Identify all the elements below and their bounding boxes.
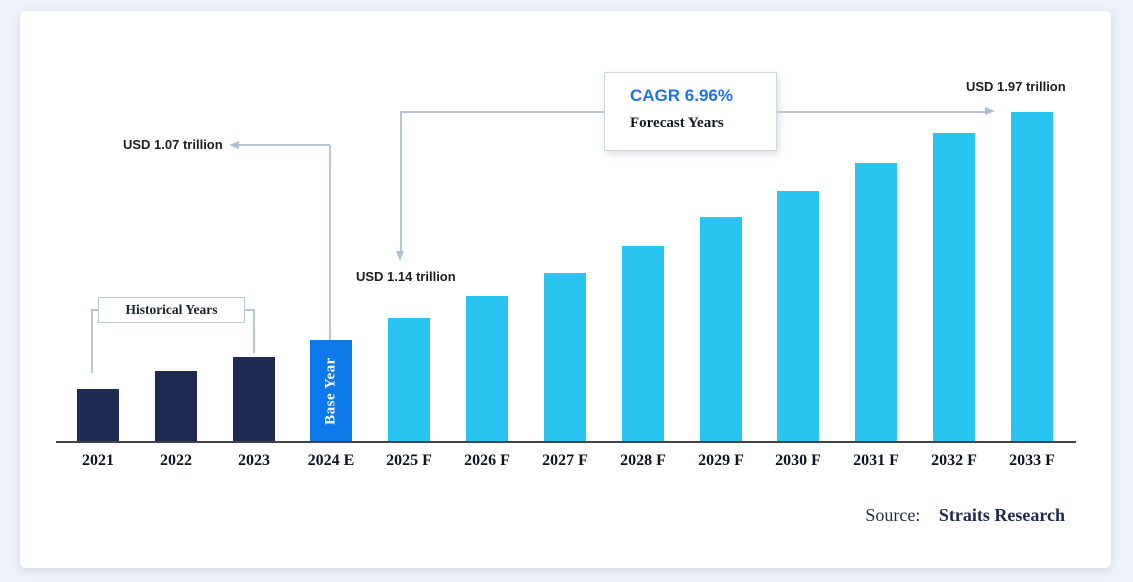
- x-axis-label-2028-f: 2028 F: [620, 452, 666, 469]
- base-year-label: Base Year: [322, 356, 339, 425]
- bar-2029-f: [700, 217, 742, 441]
- x-axis-label-2021: 2021: [82, 452, 114, 469]
- bar-2033-f: [1011, 112, 1053, 441]
- bar-2027-f: [544, 273, 586, 441]
- historical-years-label: Historical Years: [125, 302, 218, 317]
- cagr-box: CAGR 6.96% Forecast Years: [604, 72, 777, 151]
- bar-2021: [77, 389, 119, 441]
- x-axis-label-2027-f: 2027 F: [542, 452, 588, 469]
- bar-2030-f: [777, 191, 819, 441]
- x-axis-label-2032-f: 2032 F: [931, 452, 977, 469]
- historical-bracket-left-vertical: [91, 309, 93, 373]
- bar-2026-f: [466, 296, 508, 441]
- x-axis-label-2033-f: 2033 F: [1009, 452, 1055, 469]
- historical-bracket-left-horizontal: [91, 309, 98, 311]
- x-axis-label-2025-f: 2025 F: [386, 452, 432, 469]
- historical-years-box: Historical Years: [98, 297, 245, 323]
- base-year-connector-horizontal: [238, 144, 330, 146]
- x-axis-label-2030-f: 2030 F: [775, 452, 821, 469]
- x-axis-line: [56, 441, 1076, 443]
- x-axis-label-2029-f: 2029 F: [698, 452, 744, 469]
- base-year-connector-vertical: [329, 145, 331, 341]
- source-line: Source: Straits Research: [865, 505, 1065, 526]
- bar-2023: [233, 357, 275, 441]
- x-axis-label-2031-f: 2031 F: [853, 452, 899, 469]
- bar-2022: [155, 371, 197, 441]
- value-label-2033: USD 1.97 trillion: [966, 79, 1066, 94]
- source-name: Straits Research: [938, 505, 1065, 525]
- forecast-connector-right-horizontal: [777, 111, 985, 113]
- forecast-connector-left-vertical: [400, 111, 402, 251]
- bar-2024-e: Base Year: [310, 340, 352, 441]
- x-axis-label-2026-f: 2026 F: [464, 452, 510, 469]
- x-axis-label-2023: 2023: [238, 452, 270, 469]
- bar-2032-f: [933, 133, 975, 441]
- forecast-years-label: Forecast Years: [630, 115, 724, 131]
- forecast-connector-left-horizontal: [400, 111, 604, 113]
- value-label-2025: USD 1.14 trillion: [356, 269, 456, 284]
- x-axis-label-2024-e: 2024 E: [307, 452, 355, 469]
- arrow-right-icon: [985, 107, 995, 115]
- value-label-2024: USD 1.07 trillion: [123, 137, 223, 152]
- x-axis-label-2022: 2022: [160, 452, 192, 469]
- historical-bracket-right-horizontal: [244, 309, 254, 311]
- arrow-down-icon: [396, 251, 404, 261]
- bar-2025-f: [388, 318, 430, 441]
- bar-2028-f: [622, 246, 664, 441]
- historical-bracket-right-vertical: [253, 309, 255, 353]
- bar-2031-f: [855, 163, 897, 441]
- arrow-left-icon: [229, 141, 239, 149]
- source-prefix: Source:: [865, 505, 921, 525]
- cagr-label: CAGR 6.96%: [630, 86, 733, 105]
